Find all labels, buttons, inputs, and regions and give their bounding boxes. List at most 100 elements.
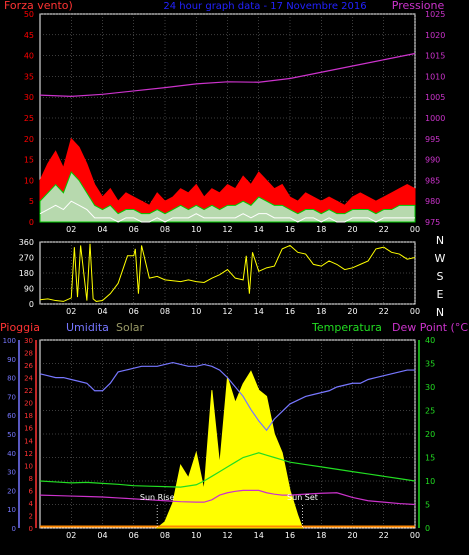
title: 24 hour graph data - 17 Novembre 2016 (163, 1, 366, 12)
label-umidita: Umidita (66, 321, 109, 334)
series-wind-gust (39, 137, 416, 223)
x-tick-label: 12 (222, 225, 232, 234)
direction-label: E (437, 288, 444, 301)
y-tick-label-rain: 14 (24, 437, 33, 445)
x-tick-label: 06 (129, 531, 139, 540)
y-tick-label-left: 10 (24, 176, 34, 185)
x-tick-label: 06 (129, 225, 139, 234)
x-tick-label: 00 (410, 225, 420, 234)
series-wind-minimum (39, 200, 415, 223)
y-tick-label-left: 0 (29, 218, 34, 227)
y-tick-label-left: 40 (24, 52, 34, 61)
series-wind-direction (39, 243, 416, 302)
x-tick-label: 16 (285, 307, 295, 316)
x-tick-label: 16 (285, 531, 295, 540)
y-axis-label-left: Forza vento) (4, 0, 73, 12)
label-pioggia: Pioggia (0, 321, 40, 334)
label-dewpoint: Dew Point (°C) (392, 321, 469, 334)
y-tick-label-rain: 30 (24, 337, 33, 345)
series-solar (155, 370, 304, 529)
series-wind-average (39, 171, 416, 223)
y-tick-label-left: 360 (19, 238, 34, 247)
x-tick-label: 22 (379, 307, 389, 316)
y-tick-label-rain: 18 (24, 412, 33, 420)
x-tick-label: 10 (191, 225, 201, 234)
x-tick-label: 12 (222, 531, 232, 540)
y-tick-label-rain: 6 (29, 487, 34, 495)
y-tick-label-right: 1020 (425, 31, 445, 40)
x-tick-label: 06 (129, 307, 139, 316)
y-tick-label-rain: 8 (29, 475, 33, 483)
x-tick-label: 10 (191, 307, 201, 316)
y-tick-label-left: 20 (24, 135, 34, 144)
y-tick-label-temperature: 40 (425, 336, 435, 345)
y-tick-label-humidity: 100 (3, 337, 16, 345)
y-tick-label-humidity: 90 (7, 356, 16, 364)
x-tick-label: 18 (316, 225, 326, 234)
annotation-label: Sun Set (287, 493, 318, 502)
series-pressure (39, 52, 416, 97)
y-tick-label-right: 1025 (425, 10, 445, 19)
y-tick-label-rain: 22 (24, 387, 33, 395)
x-tick-label: 04 (97, 307, 107, 316)
axes: 0102030405060708090100024681012141618202… (3, 336, 436, 540)
y-tick-label-right: 1010 (425, 72, 445, 81)
grid (40, 241, 416, 305)
annotation-label: Sun Rise (140, 493, 175, 502)
x-tick-label: 18 (316, 307, 326, 316)
y-tick-label-rain: 0 (29, 525, 33, 533)
y-tick-label-humidity: 70 (7, 393, 16, 401)
y-tick-label-left: 0 (29, 300, 34, 309)
y-tick-label-right: 990 (425, 156, 440, 165)
x-tick-label: 08 (160, 531, 170, 540)
x-tick-label: 12 (222, 307, 232, 316)
x-tick-label: 20 (347, 307, 357, 316)
y-tick-label-rain: 2 (29, 512, 33, 520)
y-tick-label-left: 25 (24, 114, 34, 123)
y-tick-label-left: 45 (24, 31, 34, 40)
y-tick-label-temperature: 30 (425, 383, 435, 392)
label-solar: Solar (116, 321, 145, 334)
y-tick-label-rain: 16 (24, 425, 33, 433)
wind-pressure-panel: 0510152025303540455097598098599099510001… (4, 0, 445, 234)
series-dewpoint (39, 489, 416, 506)
y-tick-label-right: 975 (425, 218, 440, 227)
direction-label: S (437, 270, 444, 283)
x-tick-label: 02 (66, 307, 76, 316)
x-tick-label: 04 (97, 531, 107, 540)
y-tick-label-humidity: 20 (7, 487, 16, 495)
y-tick-label-temperature: 25 (425, 407, 435, 416)
x-tick-label: 00 (410, 531, 420, 540)
series-group: Sun Rise Sun Set (39, 361, 416, 529)
x-tick-label: 18 (316, 531, 326, 540)
label-temperatura: Temperatura (311, 321, 382, 334)
y-axis-label-right: Pressione (392, 0, 445, 12)
y-tick-label-left: 35 (24, 72, 34, 81)
x-tick-label: 14 (254, 225, 264, 234)
x-tick-label: 14 (254, 531, 264, 540)
x-tick-label: 22 (379, 225, 389, 234)
series-group (39, 52, 416, 223)
y-tick-label-humidity: 50 (7, 431, 16, 439)
y-tick-label-temperature: 15 (425, 454, 435, 463)
y-tick-label-temperature: 5 (425, 501, 430, 510)
x-tick-label: 02 (66, 531, 76, 540)
y-tick-label-temperature: 35 (425, 360, 435, 369)
y-tick-label-left: 270 (19, 254, 34, 263)
y-tick-label-temperature: 10 (425, 477, 435, 486)
x-tick-label: 20 (347, 531, 357, 540)
y-tick-label-right: 980 (425, 197, 440, 206)
y-tick-label-rain: 26 (24, 362, 33, 370)
x-tick-label: 08 (160, 225, 170, 234)
y-tick-label-rain: 4 (29, 500, 34, 508)
direction-label: W (435, 252, 446, 265)
x-tick-label: 08 (160, 307, 170, 316)
x-tick-label: 02 (66, 225, 76, 234)
y-tick-label-left: 15 (24, 156, 34, 165)
y-tick-label-humidity: 30 (7, 469, 16, 477)
y-tick-label-rain: 20 (24, 400, 33, 408)
y-tick-label-humidity: 10 (7, 506, 16, 514)
